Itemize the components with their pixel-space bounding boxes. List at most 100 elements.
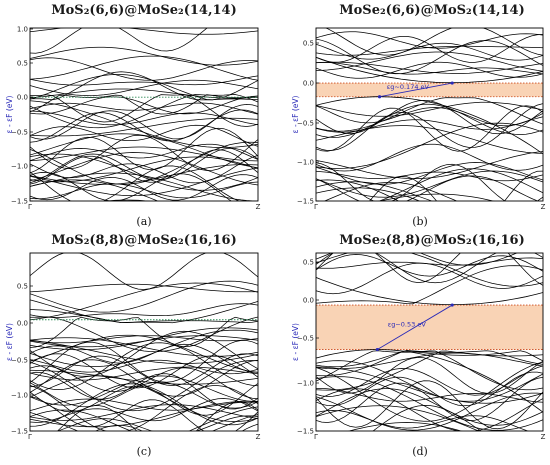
band-v-30 [30, 365, 258, 400]
band-v-7 [316, 350, 543, 368]
band-v-22 [30, 400, 258, 428]
band-v-33 [30, 404, 258, 421]
band-lines [30, 253, 258, 431]
panel-title: MoSe₂(6,6)@MoS₂(14,14) [339, 3, 525, 18]
band-v-20 [30, 384, 258, 431]
gap-arrow [377, 304, 453, 350]
band-c-1 [316, 254, 543, 277]
band-c-7 [316, 253, 543, 284]
y-tick-label: −1.5 [11, 428, 28, 436]
band-v-1 [369, 170, 543, 201]
band-c-0 [30, 57, 258, 81]
y-tick-label: −1.0 [11, 392, 28, 400]
band-v-17 [316, 151, 543, 179]
band-v-0 [30, 104, 258, 140]
band-v-14 [316, 357, 543, 394]
band-v-13 [372, 405, 482, 431]
plot-frame [315, 27, 544, 202]
band-v-14 [30, 124, 258, 147]
band-v-13 [30, 409, 258, 431]
y-tick-label: −1.0 [297, 159, 314, 167]
y-tick-label: 0.5 [303, 40, 314, 48]
band-v-20 [30, 109, 258, 143]
x-tick-label: Γ [314, 433, 318, 441]
vbm-band [316, 96, 543, 155]
band-v-19 [347, 422, 463, 431]
band-v-15 [316, 105, 543, 127]
band-v-31 [30, 342, 258, 390]
band-v-2 [30, 95, 258, 115]
panel-sublabel: (c) [137, 445, 152, 458]
band-v-14 [316, 122, 543, 169]
y-tick-label: 1.0 [17, 26, 28, 34]
band-v-25 [30, 179, 159, 201]
band-v-9 [316, 350, 543, 391]
panel-sublabel: (b) [412, 215, 428, 228]
band-v-26 [30, 181, 258, 200]
x-tick-label: Z [541, 433, 546, 441]
y-tick-label: −1.5 [11, 198, 28, 206]
band-c-6 [316, 45, 543, 56]
band-v-16 [316, 360, 543, 402]
band-c-2 [316, 253, 543, 286]
band-c-2 [316, 42, 543, 61]
band-c-8 [316, 51, 543, 72]
band-v-16 [316, 100, 543, 135]
band-c-9 [316, 34, 543, 63]
y-tick-label: 0.0 [17, 94, 28, 102]
band-c-4 [30, 71, 258, 101]
band-v-7 [30, 153, 258, 191]
band-v-12 [316, 376, 543, 423]
y-tick-label: −1.5 [297, 428, 314, 436]
gap-region [316, 83, 543, 97]
band-c-2 [30, 79, 258, 96]
band-c-9 [30, 74, 258, 101]
band-v-27 [30, 406, 258, 431]
band-v-20 [316, 103, 543, 138]
band-v-11 [30, 143, 258, 161]
band-v-2 [316, 116, 543, 133]
band-v-29 [30, 172, 258, 201]
band-v-19 [30, 359, 258, 397]
plot-frame [315, 252, 544, 432]
band-v-11 [30, 340, 258, 364]
band-v-27 [30, 149, 258, 185]
band-c-3 [316, 61, 543, 79]
cbm-point [450, 81, 454, 85]
band-c-5 [316, 38, 543, 75]
vbm-band [316, 349, 543, 413]
vbm-point [375, 347, 379, 352]
panel-title: MoS₂(8,8)@MoSe₂(16,16) [51, 233, 237, 248]
band-c-7 [30, 28, 258, 35]
gap-label: εg~0.174 eV [387, 83, 430, 91]
gap-arrow [379, 82, 453, 98]
band-v-37 [30, 340, 258, 383]
band-v-9 [30, 359, 258, 375]
panel-sublabel: (a) [136, 215, 151, 228]
band-c-3 [316, 265, 543, 305]
y-tick-label: 0.0 [17, 320, 28, 328]
band-v-36 [30, 383, 258, 427]
band-lines [30, 28, 258, 201]
y-tick-label: 0.0 [303, 297, 314, 305]
y-axis-label: ε - εF (eV) [291, 323, 300, 361]
band-c-0 [30, 299, 258, 324]
y-axis-label: ε - εF (eV) [291, 95, 300, 133]
gap-region [316, 305, 543, 350]
y-tick-label: −1.0 [11, 163, 28, 171]
band-c-1 [30, 253, 258, 290]
x-tick-label: Z [256, 203, 261, 211]
band-v-8 [30, 154, 258, 184]
y-tick-label: 0.5 [17, 60, 28, 68]
y-axis-label: ε - εF (eV) [5, 323, 14, 361]
panel-sublabel: (d) [412, 445, 428, 458]
x-tick-label: Γ [28, 203, 32, 211]
band-c-6 [30, 282, 258, 321]
cbm-band [316, 277, 543, 306]
band-v-3 [316, 181, 433, 201]
band-v-6 [316, 405, 480, 431]
x-tick-label: Γ [314, 203, 318, 211]
band-v-0 [30, 369, 258, 385]
y-axis-label: ε - εF (eV) [5, 95, 14, 133]
band-v-0 [316, 352, 543, 370]
